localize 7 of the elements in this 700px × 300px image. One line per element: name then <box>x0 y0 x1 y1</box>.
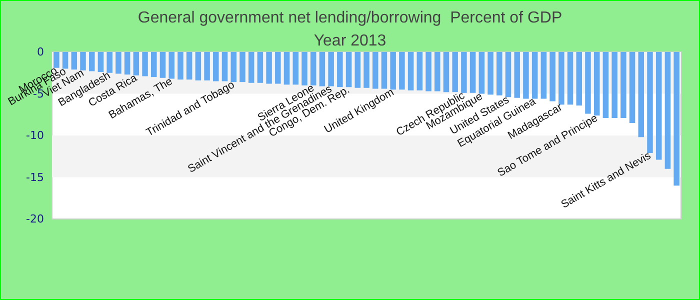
y-tick-label: -10 <box>26 129 44 142</box>
chart-subtitle: Year 2013 <box>314 32 386 50</box>
x-tick-label: Saint Kitts and Nevis <box>559 150 654 211</box>
y-tick-label: -15 <box>26 170 44 184</box>
chart-title: General government net lending/borrowing Percent of GDP <box>138 10 562 26</box>
y-tick-label: -20 <box>26 212 44 226</box>
y-tick-label: 0 <box>37 46 44 58</box>
